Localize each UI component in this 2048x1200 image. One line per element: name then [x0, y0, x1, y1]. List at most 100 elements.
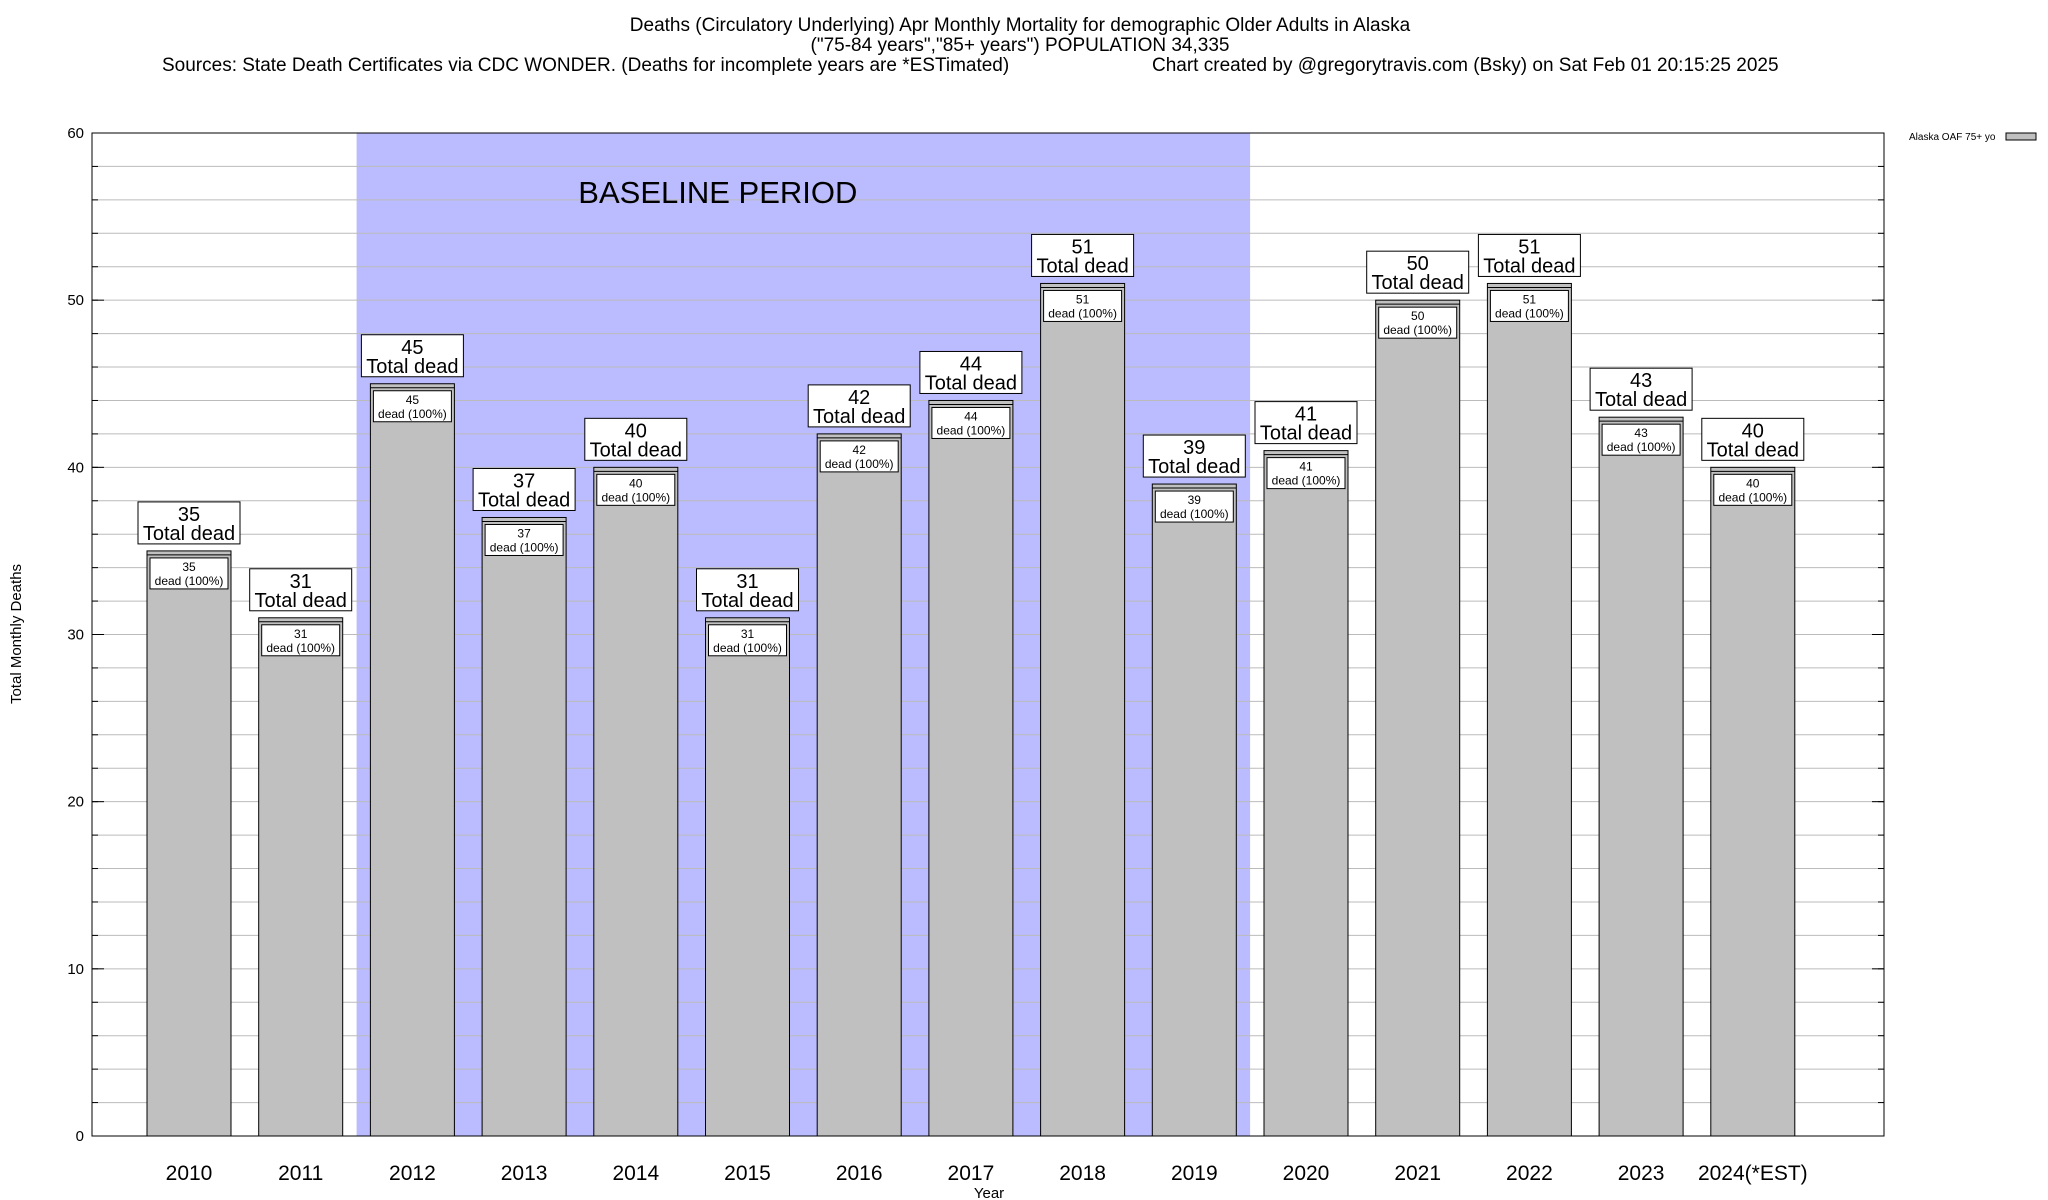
inner-percent-label: dead (100%) — [1383, 323, 1452, 337]
x-tick-label: 2014 — [612, 1162, 659, 1185]
inner-percent-label: dead (100%) — [266, 641, 335, 655]
inner-percent-label: dead (100%) — [1272, 474, 1341, 488]
baseline-period-label: BASELINE PERIOD — [578, 175, 857, 210]
top-label-box — [137, 501, 241, 545]
x-tick-label: 2010 — [166, 1162, 213, 1185]
x-tick-label: 2018 — [1059, 1162, 1106, 1185]
inner-value-label: 41 — [1299, 460, 1313, 474]
inner-value-label: 51 — [1076, 292, 1090, 306]
inner-value-label: 42 — [853, 443, 867, 457]
top-value-label: 40 — [625, 420, 647, 442]
bar-2021 — [1375, 299, 1461, 1137]
y-tick-label: 40 — [67, 459, 84, 476]
top-total-label: Total dead — [925, 372, 1017, 394]
x-axis-title: Year — [974, 1185, 1004, 1200]
inner-value-label: 45 — [406, 393, 420, 407]
bar-2015 — [705, 617, 790, 1137]
bar-2017 — [928, 399, 1014, 1137]
chart-credit: Chart created by @gregorytravis.com (Bsk… — [1152, 55, 1779, 76]
top-value-label: 43 — [1630, 370, 1652, 392]
top-label-box — [1701, 417, 1805, 461]
inner-label-box — [372, 390, 452, 423]
inner-label-box — [708, 624, 787, 657]
chart-title-line2: ("75-84 years","85+ years") POPULATION 3… — [811, 35, 1230, 56]
inner-percent-label: dead (100%) — [490, 540, 559, 554]
x-tick-label: 2020 — [1283, 1162, 1330, 1185]
inner-value-label: 39 — [1188, 493, 1202, 507]
top-value-label: 45 — [401, 337, 423, 359]
x-tick-label: 2021 — [1394, 1162, 1441, 1185]
inner-value-label: 44 — [964, 409, 978, 423]
inner-value-label: 40 — [629, 476, 643, 490]
inner-percent-label: dead (100%) — [825, 457, 894, 471]
top-total-label: Total dead — [1036, 255, 1128, 277]
inner-value-label: 31 — [741, 627, 755, 641]
inner-value-label: 35 — [182, 560, 196, 574]
top-total-label: Total dead — [1707, 439, 1799, 461]
chart-title-line1: Deaths (Circulatory Underlying) Apr Mont… — [630, 15, 1411, 36]
inner-label-box — [1489, 289, 1569, 322]
inner-percent-label: dead (100%) — [1607, 440, 1676, 454]
inner-label-box — [1713, 473, 1793, 506]
inner-percent-label: dead (100%) — [1718, 490, 1787, 504]
top-label-box — [584, 417, 688, 461]
top-total-label: Total dead — [1595, 389, 1687, 411]
top-value-label: 42 — [848, 387, 870, 409]
y-tick-label: 30 — [67, 627, 84, 644]
bar-2022 — [1486, 282, 1572, 1137]
top-label-box — [1477, 233, 1581, 277]
bar-2020 — [1263, 450, 1349, 1137]
top-label-box — [1254, 401, 1358, 445]
top-value-label: 51 — [1071, 236, 1093, 258]
bar-2023 — [1598, 416, 1684, 1137]
inner-percent-label: dead (100%) — [1495, 306, 1564, 320]
bar-2024(*EST) — [1710, 466, 1796, 1137]
top-total-label: Total dead — [590, 439, 682, 461]
inner-percent-label: dead (100%) — [1160, 507, 1229, 521]
x-tick-label: 2017 — [948, 1162, 995, 1185]
x-tick-label: 2015 — [724, 1162, 771, 1185]
top-value-label: 41 — [1295, 404, 1317, 426]
bar-2018 — [1040, 282, 1126, 1137]
chart-sources: Sources: State Death Certificates via CD… — [162, 55, 1009, 76]
x-tick-label: 2012 — [389, 1162, 436, 1185]
top-label-box — [360, 334, 464, 378]
chart-header: Deaths (Circulatory Underlying) Apr Mont… — [162, 15, 1779, 76]
top-label-box — [1031, 233, 1135, 277]
top-value-label: 31 — [736, 571, 758, 593]
y-axis-title: Total Monthly Deaths — [8, 564, 25, 704]
top-value-label: 44 — [960, 353, 982, 375]
top-total-label: Total dead — [813, 406, 905, 428]
plot-frame — [91, 132, 1885, 1137]
top-label-box — [1142, 434, 1246, 478]
inner-label-box — [1154, 490, 1234, 523]
legend: Alaska OAF 75+ yo — [1909, 132, 2037, 143]
inner-value-label: 43 — [1634, 426, 1648, 440]
top-value-label: 39 — [1183, 437, 1205, 459]
x-tick-label: 2022 — [1506, 1162, 1553, 1185]
top-label-box — [1366, 250, 1470, 294]
inner-value-label: 37 — [517, 526, 531, 540]
inner-label-box — [1266, 457, 1346, 490]
inner-value-label: 51 — [1523, 292, 1537, 306]
inner-label-box — [261, 624, 341, 657]
inner-percent-label: dead (100%) — [155, 574, 224, 588]
bar-2010 — [146, 550, 232, 1137]
top-total-label: Total dead — [1148, 456, 1240, 478]
inner-percent-label: dead (100%) — [937, 423, 1006, 437]
top-label-box — [807, 384, 911, 428]
inner-label-box — [1601, 423, 1681, 456]
top-total-label: Total dead — [478, 489, 570, 511]
inner-label-box — [596, 473, 676, 506]
bar-2011 — [258, 617, 344, 1137]
top-value-label: 31 — [290, 571, 312, 593]
x-tick-label: 2013 — [501, 1162, 548, 1185]
inner-percent-label: dead (100%) — [713, 641, 782, 655]
top-value-label: 35 — [178, 504, 200, 526]
bar-2019 — [1151, 483, 1237, 1137]
inner-label-box — [1378, 306, 1458, 339]
y-tick-label: 10 — [67, 961, 84, 978]
top-value-label: 40 — [1742, 420, 1764, 442]
top-total-label: Total dead — [1483, 255, 1575, 277]
